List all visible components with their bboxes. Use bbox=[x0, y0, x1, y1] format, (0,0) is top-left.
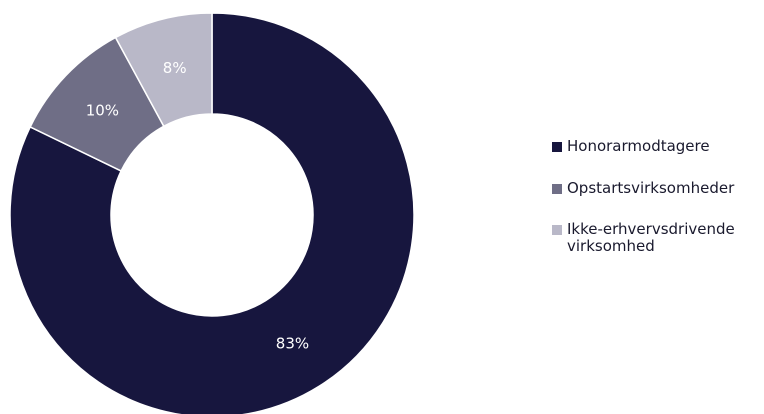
chart-legend: Honorarmodtagere Opstartsvirksomheder Ik… bbox=[552, 138, 762, 280]
slice-data-label: 8% bbox=[163, 59, 187, 77]
legend-swatch bbox=[552, 184, 562, 194]
legend-swatch bbox=[552, 225, 562, 235]
slice-data-label: 83% bbox=[276, 334, 309, 352]
legend-label: Honorarmodtagere bbox=[567, 137, 710, 155]
legend-label: Opstartsvirksomheder bbox=[567, 179, 735, 197]
legend-label: Ikke-erhvervsdrivende virksomhed bbox=[567, 220, 735, 255]
legend-item-ikke-erhvervsdrivende: Ikke-erhvervsdrivende virksomhed bbox=[552, 221, 762, 255]
slice-honorarmodtagere bbox=[9, 12, 415, 414]
legend-item-honorarmodtagere: Honorarmodtagere bbox=[552, 138, 762, 155]
legend-item-opstartsvirksomheder: Opstartsvirksomheder bbox=[552, 180, 762, 197]
slice-ikke-erhvervsdrivende-virksomhed bbox=[114, 12, 213, 128]
slice-data-label: 10% bbox=[86, 101, 119, 119]
legend-swatch bbox=[552, 142, 562, 152]
